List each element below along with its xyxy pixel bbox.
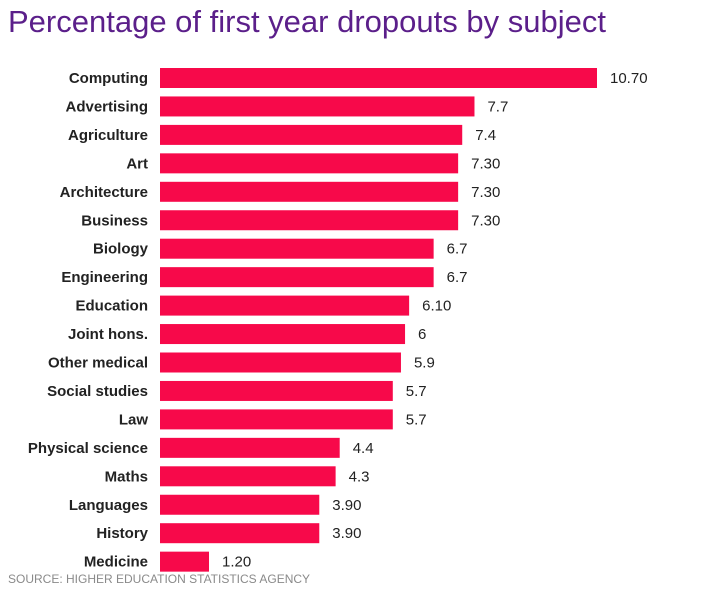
category-label: Engineering bbox=[61, 269, 148, 286]
bar bbox=[160, 551, 210, 572]
value-label: 7.30 bbox=[471, 155, 500, 172]
category-label: Maths bbox=[105, 468, 148, 485]
value-label: 6.7 bbox=[447, 269, 468, 286]
bar bbox=[160, 153, 459, 174]
value-label: 3.90 bbox=[332, 525, 361, 542]
bar bbox=[160, 494, 320, 515]
value-label: 6.7 bbox=[447, 241, 468, 258]
category-label: Languages bbox=[69, 497, 148, 514]
bar bbox=[160, 124, 463, 145]
value-label: 6.10 bbox=[422, 298, 451, 315]
chart-title: Percentage of first year dropouts by sub… bbox=[8, 4, 606, 39]
source-note: SOURCE: HIGHER EDUCATION STATISTICS AGEN… bbox=[8, 572, 311, 586]
value-label: 3.90 bbox=[332, 497, 361, 514]
category-label: Social studies bbox=[47, 383, 148, 400]
bar bbox=[160, 295, 410, 316]
category-label: Business bbox=[81, 212, 148, 229]
category-label: Art bbox=[126, 155, 148, 172]
value-label: 5.9 bbox=[414, 355, 435, 372]
bar bbox=[160, 409, 393, 430]
value-label: 7.30 bbox=[471, 184, 500, 201]
category-label: Education bbox=[75, 298, 148, 315]
bar bbox=[160, 210, 459, 231]
bar bbox=[160, 437, 340, 458]
category-label: History bbox=[96, 525, 148, 542]
category-label: Joint hons. bbox=[68, 326, 148, 343]
value-label: 5.7 bbox=[406, 383, 427, 400]
value-label: 7.4 bbox=[475, 127, 496, 144]
bar bbox=[160, 324, 406, 345]
category-label: Advertising bbox=[65, 98, 148, 115]
value-label: 4.4 bbox=[353, 440, 374, 457]
value-label: 7.7 bbox=[487, 98, 508, 115]
bar bbox=[160, 181, 459, 202]
category-label: Computing bbox=[69, 70, 148, 87]
value-label: 1.20 bbox=[222, 554, 251, 571]
value-label: 4.3 bbox=[349, 468, 370, 485]
value-label: 6 bbox=[418, 326, 426, 343]
bar bbox=[160, 352, 401, 373]
category-label: Medicine bbox=[84, 554, 148, 571]
category-label: Physical science bbox=[28, 440, 148, 457]
bar bbox=[160, 523, 320, 544]
bar bbox=[160, 96, 475, 117]
value-label: 10.70 bbox=[610, 70, 648, 87]
bar bbox=[160, 238, 434, 259]
category-label: Other medical bbox=[48, 355, 148, 372]
category-label: Architecture bbox=[60, 184, 148, 201]
category-label: Agriculture bbox=[68, 127, 148, 144]
value-label: 7.30 bbox=[471, 212, 500, 229]
value-label: 5.7 bbox=[406, 411, 427, 428]
bar bbox=[160, 68, 597, 88]
bar bbox=[160, 380, 393, 401]
bar bbox=[160, 466, 336, 487]
category-label: Law bbox=[119, 411, 149, 428]
bar bbox=[160, 267, 434, 288]
category-label: Biology bbox=[93, 241, 149, 258]
